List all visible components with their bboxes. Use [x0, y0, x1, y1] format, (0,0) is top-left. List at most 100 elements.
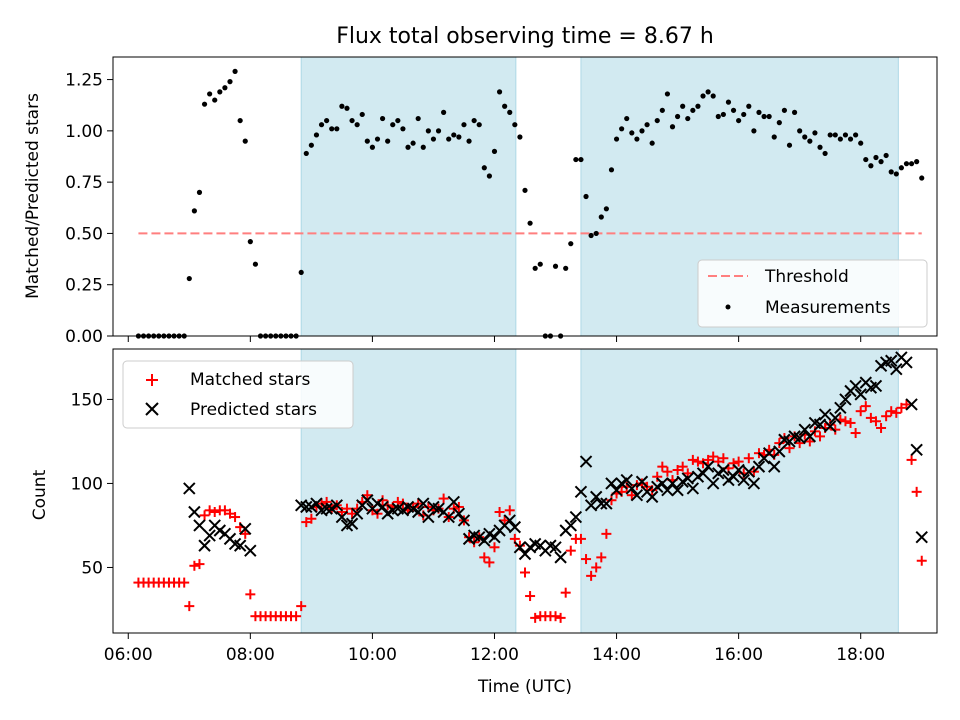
measurement-point: [786, 142, 793, 148]
measurement-point: [476, 122, 482, 128]
predicted-point: [579, 455, 593, 468]
measurement-point: [756, 109, 762, 115]
predicted-point: [198, 539, 211, 552]
matched-point: [830, 424, 841, 435]
matched-point: [860, 401, 871, 412]
predicted-point: [890, 362, 903, 376]
matched-point: [581, 554, 592, 565]
y-tick-label: 100: [71, 474, 103, 494]
measurement-point: [883, 152, 889, 159]
matched-point: [494, 507, 505, 518]
measurement-point: [395, 117, 401, 124]
matched-point: [652, 471, 663, 482]
measurement-point: [664, 91, 671, 97]
predicted-point: [915, 531, 928, 544]
matched-point: [743, 453, 754, 464]
matched-point: [698, 458, 709, 469]
measurement-point: [359, 111, 365, 118]
measurement-point: [863, 156, 869, 163]
measurement-point: [715, 113, 721, 120]
matched-point: [606, 495, 617, 506]
measurement-point: [685, 115, 691, 122]
matched-point: [601, 528, 612, 539]
predicted-point: [330, 499, 344, 512]
measurement-point: [634, 136, 640, 142]
measurement-point: [659, 107, 665, 113]
predicted-point: [905, 398, 918, 411]
observing-windows: [300, 57, 899, 336]
measurement-point: [853, 132, 859, 138]
measurement-point: [344, 105, 350, 111]
top-legend: Threshold Measurements: [697, 259, 928, 328]
predicted-point: [590, 490, 603, 504]
predicted-point: [701, 460, 715, 473]
predicted-point: [335, 510, 349, 524]
matched-point: [774, 438, 785, 449]
top-x-ticks: [127, 336, 862, 342]
predicted-point: [620, 473, 633, 487]
measurement-point: [700, 93, 706, 99]
matched-point: [703, 454, 714, 465]
measurement-point: [191, 208, 197, 214]
measurement-point: [802, 134, 808, 140]
matched-point: [377, 495, 388, 506]
measurement-point: [822, 150, 828, 157]
measurement-point: [878, 159, 884, 165]
predicted-point: [671, 483, 684, 497]
x-tick-label: 14:00: [592, 645, 641, 665]
count-panel: 50 100 150 06:00 08:00 10:00 12:00 14:00 16:00 1…: [30, 348, 938, 697]
measurement-point: [201, 101, 208, 107]
predicted-point: [798, 423, 811, 436]
measurement-point: [227, 79, 233, 85]
matched-point: [367, 505, 378, 516]
predicted-point: [849, 379, 862, 393]
measurement-point: [329, 126, 335, 132]
matched-point: [520, 567, 530, 578]
predicted-point: [686, 482, 700, 495]
measurement-point: [568, 241, 574, 247]
matched-point: [865, 412, 876, 423]
measurement-point: [420, 144, 426, 150]
matched-point: [692, 456, 703, 467]
matched-point: [881, 411, 892, 422]
measurement-point: [207, 91, 213, 97]
predicted-point: [869, 379, 883, 393]
matched-point: [677, 461, 688, 472]
predicted-point: [696, 467, 710, 480]
predicted-point: [442, 510, 455, 524]
predicted-point: [595, 497, 608, 510]
predicted-point: [600, 497, 613, 510]
predicted-point: [518, 547, 532, 561]
measurement-point: [527, 220, 533, 226]
measurement-point: [720, 111, 726, 118]
predicted-point: [549, 541, 562, 554]
measurement-point: [842, 132, 849, 138]
x-tick-label: 12:00: [470, 645, 519, 665]
measurement-point: [791, 109, 798, 115]
measurement-point: [461, 122, 467, 128]
matched-point: [336, 507, 347, 518]
predicted-point: [742, 465, 756, 478]
measurement-point: [893, 171, 899, 177]
matched-point: [245, 589, 256, 600]
predicted-point: [752, 460, 766, 473]
matched-point: [296, 601, 307, 612]
matched-point: [230, 512, 241, 523]
predicted-point: [233, 539, 247, 552]
matched-point: [626, 490, 637, 501]
measurement-point: [868, 163, 874, 169]
matched-point: [204, 505, 215, 516]
predicted-point: [666, 477, 679, 490]
measurement-point: [690, 107, 696, 113]
measurement-point: [710, 93, 716, 99]
legend-threshold-label: Threshold: [764, 267, 849, 287]
top-legend-box: [697, 259, 928, 328]
measurement-point: [781, 107, 788, 113]
measurement-point: [318, 122, 325, 128]
measurement-point: [903, 161, 910, 167]
matched-point: [199, 510, 210, 521]
measurement-point: [349, 117, 355, 124]
matched-point: [708, 451, 719, 462]
measurement-point: [369, 144, 376, 150]
measurement-point: [507, 109, 513, 115]
